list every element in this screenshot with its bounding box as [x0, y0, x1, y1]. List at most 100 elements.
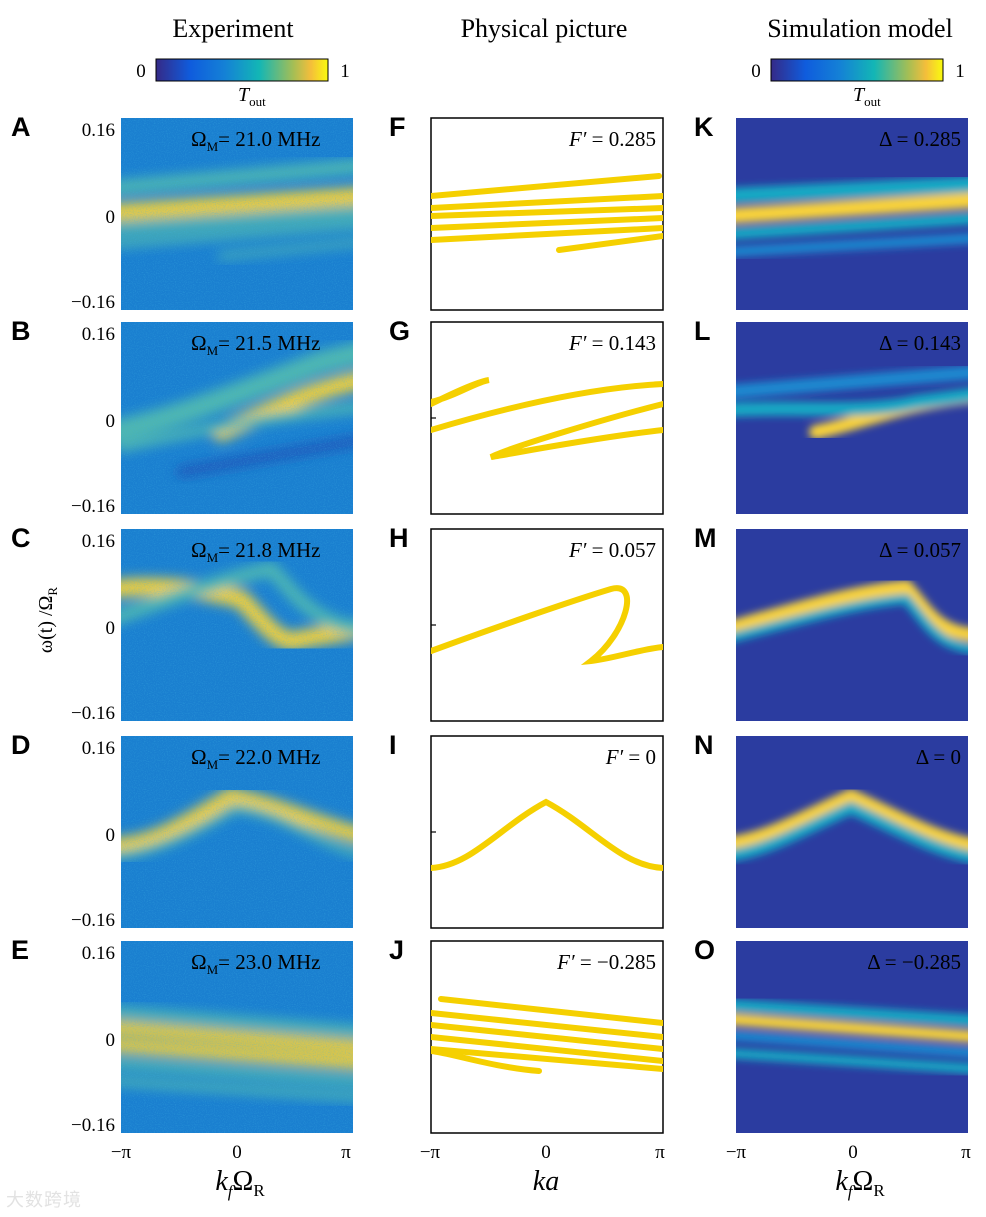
- simulation-panel-l: L Δ = 0.143: [694, 316, 968, 514]
- omega-annotation: ΩM= 23.0 MHz: [191, 950, 320, 977]
- experiment-panel-a: A 0.16 0 −0.16 ΩM= 21.0 MHz: [11, 112, 353, 313]
- omega-annotation: ΩM= 21.0 MHz: [191, 127, 320, 154]
- y-tick: 0: [106, 411, 116, 432]
- fprime-annotation: F′ = 0.057: [568, 538, 656, 562]
- physical-x-label: ka: [533, 1166, 559, 1197]
- band-curve: [431, 193, 663, 211]
- y-tick: −0.16: [71, 496, 115, 517]
- delta-annotation: Δ = −0.285: [867, 950, 961, 974]
- band-curve: [431, 215, 663, 231]
- simulation-panel-m: M Δ = 0.057: [694, 523, 968, 721]
- experiment-panel-b: B 0.16 0 −0.16 ΩM= 21.5 MHz: [11, 316, 353, 517]
- heatmap-noise: [121, 118, 353, 310]
- panel-letter: G: [389, 316, 410, 346]
- physical-x-axis: −π 0 π ka: [420, 1142, 665, 1197]
- band-curve: [438, 996, 663, 1026]
- omega-annotation: ΩM= 22.0 MHz: [191, 745, 320, 772]
- experiment-panel-d: D 0.16 0 −0.16 ΩM= 22.0 MHz: [11, 730, 353, 931]
- band-glow: [736, 388, 968, 417]
- band-glow: [736, 176, 968, 204]
- colorbar-max: 1: [340, 61, 350, 82]
- experiment-panel-c: C 0.16 0 −0.16 ΩM= 21.8 MHz: [11, 523, 353, 724]
- colorbar-min: 0: [136, 61, 146, 82]
- x-tick: −π: [111, 1142, 132, 1163]
- simulation-panel-o: O Δ = −0.285: [694, 935, 968, 1133]
- x-tick: 0: [848, 1142, 858, 1163]
- simulation-title: Simulation model: [767, 14, 953, 43]
- band-glow: [736, 579, 968, 642]
- band-curve: [431, 1022, 663, 1052]
- x-tick: π: [341, 1142, 351, 1163]
- y-tick: 0: [106, 618, 116, 639]
- y-tick: 0.16: [82, 531, 115, 552]
- y-tick: 0.16: [82, 943, 115, 964]
- simulation-x-axis: −π 0 π kfΩR: [726, 1142, 971, 1201]
- physical-panel-g: G F′ = 0.143: [389, 316, 664, 515]
- band-curve: [431, 1010, 663, 1040]
- band-curve: [431, 381, 663, 433]
- band-glow: [736, 788, 968, 852]
- panel-letter: F: [389, 112, 406, 142]
- x-tick: −π: [726, 1142, 747, 1163]
- fprime-annotation: F′ = −0.285: [556, 950, 656, 974]
- y-tick: 0: [106, 825, 116, 846]
- band-glow: [736, 801, 968, 863]
- band-curve: [431, 1046, 663, 1072]
- experiment-panel-e: E 0.16 0 −0.16 ΩM= 23.0 MHz: [11, 935, 353, 1136]
- delta-annotation: Δ = 0.285: [879, 127, 961, 151]
- delta-annotation: Δ = 0.057: [879, 538, 961, 562]
- panel-letter: K: [694, 112, 714, 142]
- band-glow: [736, 1030, 968, 1058]
- panel-letter: O: [694, 935, 715, 965]
- delta-annotation: Δ = 0.143: [879, 331, 961, 355]
- y-tick: 0.16: [82, 738, 115, 759]
- simulation-panel-k: K Δ = 0.285: [694, 112, 968, 310]
- band-curve: [431, 1048, 542, 1074]
- y-tick: 0.16: [82, 120, 115, 141]
- experiment-x-axis: −π 0 π kfΩR: [111, 1142, 351, 1201]
- colorbar-min: 0: [751, 61, 761, 82]
- band-glow: [736, 1013, 968, 1043]
- physical-panel-f: F F′ = 0.285: [389, 112, 664, 311]
- simulation-panel-n: N Δ = 0: [694, 730, 968, 928]
- experiment-colorbar: 0 1 Tout: [136, 58, 350, 109]
- band-curve: [489, 401, 663, 460]
- band-curve: [431, 225, 663, 243]
- watermark: 大数跨境: [6, 1190, 82, 1211]
- y-tick: −0.16: [71, 910, 115, 931]
- band-curve: [431, 205, 663, 219]
- panel-letter: D: [11, 730, 31, 760]
- fprime-annotation: F′ = 0.285: [568, 127, 656, 151]
- heatmap-bands: [736, 579, 968, 653]
- heatmap-bands: [736, 176, 968, 257]
- band-curve: [556, 233, 663, 253]
- panel-letter: J: [389, 935, 404, 965]
- panel-letter: A: [11, 112, 31, 142]
- heatmap-bands: [736, 365, 968, 439]
- experiment-title: Experiment: [172, 14, 294, 43]
- fprime-annotation: F′ = 0.143: [568, 331, 656, 355]
- colorbar-label: Tout: [853, 84, 881, 109]
- x-tick: 0: [232, 1142, 242, 1163]
- panel-letter: B: [11, 316, 31, 346]
- panel-letter: C: [11, 523, 31, 553]
- physical-title: Physical picture: [461, 14, 628, 43]
- plot-frame: [430, 528, 664, 722]
- heatmap-noise: [121, 529, 353, 721]
- band-glow: [736, 233, 968, 257]
- y-tick: 0.16: [82, 324, 115, 345]
- physical-panel-h: H F′ = 0.057: [389, 523, 664, 722]
- band-curve: [431, 173, 662, 199]
- heatmap-noise: [121, 941, 353, 1133]
- band-curve: [431, 1034, 663, 1064]
- delta-annotation: Δ = 0: [916, 745, 961, 769]
- heatmap-noise: [121, 736, 353, 928]
- y-tick: −0.16: [71, 1115, 115, 1136]
- y-tick: 0: [106, 207, 116, 228]
- band-glow: [736, 593, 968, 653]
- colorbar-max: 1: [955, 61, 965, 82]
- omega-annotation: ΩM= 21.5 MHz: [191, 331, 320, 358]
- fprime-annotation: F′ = 0: [605, 745, 656, 769]
- omega-annotation: ΩM= 21.8 MHz: [191, 538, 320, 565]
